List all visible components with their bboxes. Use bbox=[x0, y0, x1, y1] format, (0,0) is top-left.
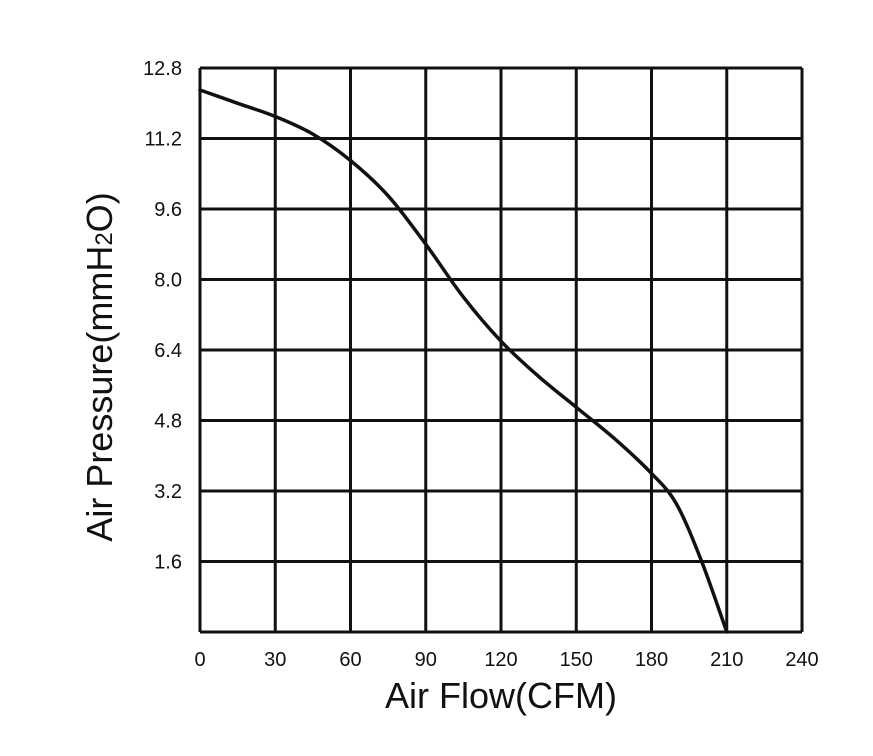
x-tick-label: 120 bbox=[484, 649, 517, 671]
y-tick-label: 8.0 bbox=[154, 270, 182, 292]
x-tick-label: 240 bbox=[785, 649, 818, 671]
x-tick-label: 30 bbox=[264, 649, 286, 671]
y-axis-title-main: Air Pressure(mmH bbox=[79, 246, 120, 542]
x-tick-label: 0 bbox=[194, 649, 205, 671]
y-tick-label: 11.2 bbox=[145, 129, 182, 151]
y-tick-label: 9.6 bbox=[154, 199, 182, 221]
y-axis-title-subscript: 2 bbox=[91, 232, 118, 245]
y-tick-label: 12.8 bbox=[143, 58, 182, 80]
x-tick-label: 60 bbox=[339, 649, 361, 671]
y-tick-label: 4.8 bbox=[154, 411, 182, 433]
y-axis-title: Air Pressure(mmH2O) bbox=[79, 192, 120, 541]
x-axis-title: Air Flow(CFM) bbox=[385, 675, 617, 716]
x-tick-label: 180 bbox=[635, 649, 668, 671]
y-tick-label: 3.2 bbox=[154, 481, 182, 503]
y-axis-title-end: O) bbox=[79, 192, 120, 232]
y-tick-label: 1.6 bbox=[154, 552, 182, 574]
pq-curve-line bbox=[198, 88, 729, 634]
curve-layer bbox=[198, 88, 729, 634]
grid bbox=[198, 66, 804, 634]
y-tick-label: 6.4 bbox=[154, 340, 182, 362]
x-tick-labels: 0 30 60 90 120 150 180 210 240 bbox=[194, 649, 818, 671]
x-tick-label: 210 bbox=[710, 649, 743, 671]
x-tick-label: 90 bbox=[415, 649, 437, 671]
x-tick-label: 150 bbox=[560, 649, 593, 671]
y-tick-labels: 1.6 3.2 4.8 6.4 8.0 9.6 11.2 12.8 bbox=[143, 58, 182, 574]
